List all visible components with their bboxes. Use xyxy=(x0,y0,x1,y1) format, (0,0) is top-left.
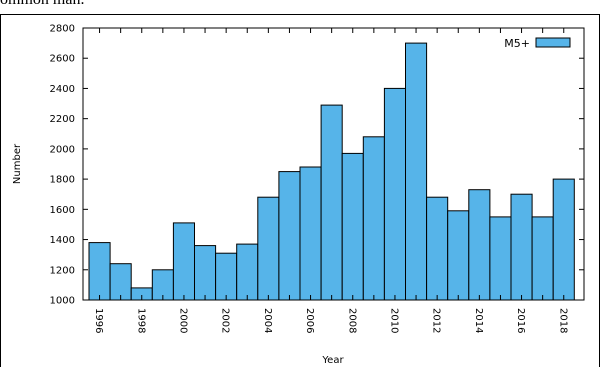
bar-2010 xyxy=(383,87,406,301)
bar-1996 xyxy=(88,242,111,301)
x-tick-label: 2006 xyxy=(304,308,315,333)
bar-2001 xyxy=(194,245,217,301)
x-axis: 1996 1998 2000 2002 2004 2006 2008 2010 2012 2014… xyxy=(93,28,568,333)
bar-2013 xyxy=(447,210,470,301)
bar-2005 xyxy=(278,171,301,301)
x-tick-label: 2012 xyxy=(431,308,442,333)
y-tick-label: 2200 xyxy=(50,114,75,125)
bar-2003 xyxy=(236,243,259,301)
x-tick-label: 2014 xyxy=(473,308,484,333)
bar-1997 xyxy=(109,263,132,301)
legend: M5+ xyxy=(504,37,571,50)
y-tick-label: 2000 xyxy=(50,144,75,155)
x-tick-label: 2010 xyxy=(388,308,399,333)
bar-2011 xyxy=(405,42,428,301)
y-tick-label: 2800 xyxy=(50,24,75,35)
x-tick-label: 2008 xyxy=(346,308,357,333)
bars-group xyxy=(88,42,575,301)
x-tick-label: 2016 xyxy=(515,308,526,333)
legend-label: M5+ xyxy=(504,37,530,50)
x-tick-label: 1998 xyxy=(135,308,146,333)
bar-2007 xyxy=(320,104,343,301)
bar-2012 xyxy=(426,196,449,301)
y-axis-label: Number xyxy=(12,143,23,184)
x-tick-label: 2002 xyxy=(220,308,231,333)
y-tick-label: 1800 xyxy=(50,175,75,186)
y-axis: 1000 1200 1400 1600 1800 2000 2200 2400 2600 2800 xyxy=(50,24,584,307)
y-tick-label: 1600 xyxy=(50,205,75,216)
bar-2009 xyxy=(362,136,385,301)
legend-swatch xyxy=(535,37,571,48)
bar-2008 xyxy=(341,152,364,301)
plot-area-border xyxy=(82,27,585,301)
bar-2015 xyxy=(489,216,512,301)
y-tick-label: 1000 xyxy=(50,296,75,307)
x-tick-label: 2018 xyxy=(557,308,568,333)
bar-2014 xyxy=(468,189,491,301)
bar-2016 xyxy=(510,193,533,301)
y-tick-label: 2400 xyxy=(50,84,75,95)
y-tick-label: 2600 xyxy=(50,54,75,65)
figure-frame xyxy=(0,14,600,367)
y-tick-label: 1400 xyxy=(50,235,75,246)
bar-2017 xyxy=(531,216,554,301)
x-axis-label: Year xyxy=(321,355,344,366)
x-tick-label: 1996 xyxy=(93,308,104,333)
page-text-fragment: ommon man. xyxy=(0,0,84,9)
bar-2018 xyxy=(552,178,575,301)
bar-2004 xyxy=(257,196,280,301)
bar-2000 xyxy=(172,222,195,301)
x-tick-label: 2004 xyxy=(262,308,273,333)
bar-2002 xyxy=(215,252,238,301)
bar-2006 xyxy=(299,166,322,301)
x-tick-label: 2000 xyxy=(177,308,188,333)
y-tick-label: 1200 xyxy=(50,265,75,276)
